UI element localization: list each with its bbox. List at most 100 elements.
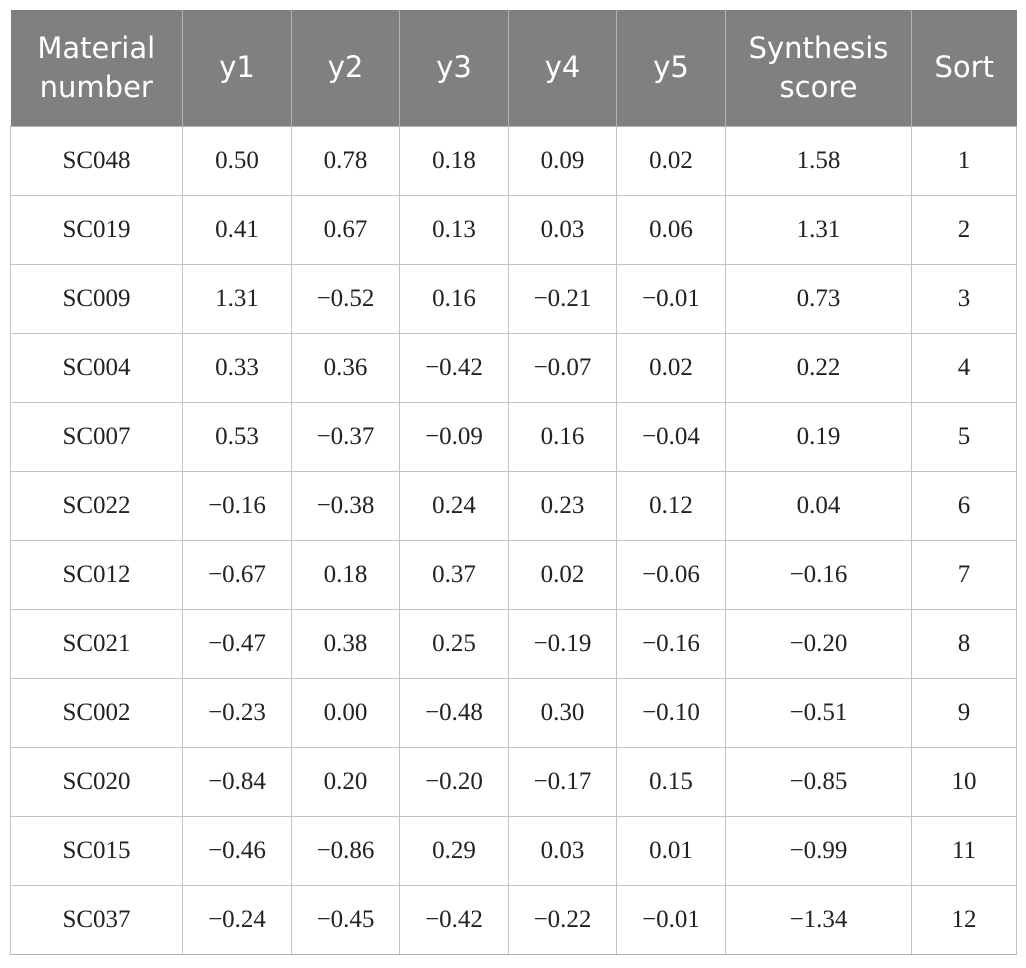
header-label-line: Synthesis bbox=[748, 30, 889, 65]
table-row: SC020 −0.84 0.20 −0.20 −0.17 0.15 −0.85 10 bbox=[10, 746, 1017, 817]
cell-y4: −0.22 bbox=[508, 884, 617, 955]
cell-synthesis-score: 0.04 bbox=[725, 470, 912, 541]
table-row: SC022 −0.16 −0.38 0.24 0.23 0.12 0.04 6 bbox=[10, 470, 1017, 541]
header-label-line: y4 bbox=[544, 50, 581, 85]
cell-y4: 0.09 bbox=[508, 125, 617, 196]
table-row: SC007 0.53 −0.37 −0.09 0.16 −0.04 0.19 5 bbox=[10, 401, 1017, 472]
cell-y4: −0.07 bbox=[508, 332, 617, 403]
table-row: SC015 −0.46 −0.86 0.29 0.03 0.01 −0.99 11 bbox=[10, 815, 1017, 886]
cell-y1: −0.47 bbox=[182, 608, 292, 679]
table-header-row: Material number y1 y2 y3 y4 y5 Synthesis score So… bbox=[10, 10, 1017, 127]
cell-y1: 0.53 bbox=[182, 401, 292, 472]
cell-y1: 1.31 bbox=[182, 263, 292, 334]
cell-sort: 8 bbox=[911, 608, 1017, 679]
cell-material-number: SC012 bbox=[10, 539, 183, 610]
cell-y2: 0.20 bbox=[291, 746, 400, 817]
cell-y4: −0.21 bbox=[508, 263, 617, 334]
cell-y3: 0.13 bbox=[399, 194, 509, 265]
cell-synthesis-score: 0.73 bbox=[725, 263, 912, 334]
cell-material-number: SC022 bbox=[10, 470, 183, 541]
cell-y1: −0.46 bbox=[182, 815, 292, 886]
cell-y3: 0.25 bbox=[399, 608, 509, 679]
cell-y2: −0.45 bbox=[291, 884, 400, 955]
header-label-line: y2 bbox=[327, 50, 364, 85]
cell-sort: 11 bbox=[911, 815, 1017, 886]
header-label-line: y5 bbox=[653, 50, 689, 85]
cell-y5: 0.01 bbox=[616, 815, 726, 886]
cell-y5: 0.02 bbox=[616, 332, 726, 403]
table-row: SC002 −0.23 0.00 −0.48 0.30 −0.10 −0.51 9 bbox=[10, 677, 1017, 748]
header-synthesis-score: Synthesis score bbox=[725, 10, 912, 127]
cell-sort: 4 bbox=[911, 332, 1017, 403]
cell-synthesis-score: 0.19 bbox=[725, 401, 912, 472]
cell-y3: 0.16 bbox=[399, 263, 509, 334]
cell-sort: 9 bbox=[911, 677, 1017, 748]
cell-y3: 0.37 bbox=[399, 539, 509, 610]
cell-y1: −0.67 bbox=[182, 539, 292, 610]
cell-y2: 0.00 bbox=[291, 677, 400, 748]
cell-sort: 1 bbox=[911, 125, 1017, 196]
cell-y2: 0.36 bbox=[291, 332, 400, 403]
cell-material-number: SC019 bbox=[10, 194, 183, 265]
cell-y1: −0.23 bbox=[182, 677, 292, 748]
cell-y2: 0.67 bbox=[291, 194, 400, 265]
cell-synthesis-score: −0.51 bbox=[725, 677, 912, 748]
header-y5: y5 bbox=[616, 10, 726, 127]
cell-y5: −0.01 bbox=[616, 263, 726, 334]
cell-y2: 0.18 bbox=[291, 539, 400, 610]
cell-synthesis-score: −0.85 bbox=[725, 746, 912, 817]
cell-y3: −0.20 bbox=[399, 746, 509, 817]
cell-sort: 7 bbox=[911, 539, 1017, 610]
cell-material-number: SC015 bbox=[10, 815, 183, 886]
cell-sort: 2 bbox=[911, 194, 1017, 265]
table-body: SC048 0.50 0.78 0.18 0.09 0.02 1.58 1 SC019 0.41 0… bbox=[10, 125, 1017, 955]
table-row: SC012 −0.67 0.18 0.37 0.02 −0.06 −0.16 7 bbox=[10, 539, 1017, 610]
cell-material-number: SC021 bbox=[10, 608, 183, 679]
cell-material-number: SC048 bbox=[10, 125, 183, 196]
cell-synthesis-score: −0.16 bbox=[725, 539, 912, 610]
cell-y4: 0.23 bbox=[508, 470, 617, 541]
header-label-line: number bbox=[39, 69, 153, 104]
cell-y2: −0.86 bbox=[291, 815, 400, 886]
cell-y3: 0.24 bbox=[399, 470, 509, 541]
material-score-table: Material number y1 y2 y3 y4 y5 Synthesis score So… bbox=[10, 10, 1017, 955]
cell-y2: 0.38 bbox=[291, 608, 400, 679]
cell-y1: −0.84 bbox=[182, 746, 292, 817]
header-material-number: Material number bbox=[10, 10, 183, 127]
cell-y3: −0.42 bbox=[399, 884, 509, 955]
cell-y5: 0.15 bbox=[616, 746, 726, 817]
cell-y4: 0.02 bbox=[508, 539, 617, 610]
cell-synthesis-score: −0.99 bbox=[725, 815, 912, 886]
header-label-line: y3 bbox=[436, 50, 472, 85]
cell-y4: 0.30 bbox=[508, 677, 617, 748]
cell-y3: −0.48 bbox=[399, 677, 509, 748]
cell-y5: 0.12 bbox=[616, 470, 726, 541]
table-row: SC048 0.50 0.78 0.18 0.09 0.02 1.58 1 bbox=[10, 125, 1017, 196]
cell-sort: 12 bbox=[911, 884, 1017, 955]
header-y3: y3 bbox=[399, 10, 509, 127]
cell-material-number: SC007 bbox=[10, 401, 183, 472]
cell-y4: −0.19 bbox=[508, 608, 617, 679]
cell-synthesis-score: −1.34 bbox=[725, 884, 912, 955]
cell-synthesis-score: 1.58 bbox=[725, 125, 912, 196]
cell-y1: −0.24 bbox=[182, 884, 292, 955]
table-row: SC019 0.41 0.67 0.13 0.03 0.06 1.31 2 bbox=[10, 194, 1017, 265]
cell-sort: 3 bbox=[911, 263, 1017, 334]
cell-y2: 0.78 bbox=[291, 125, 400, 196]
cell-sort: 5 bbox=[911, 401, 1017, 472]
header-y2: y2 bbox=[291, 10, 400, 127]
cell-material-number: SC020 bbox=[10, 746, 183, 817]
header-label-line: Material bbox=[37, 30, 156, 65]
cell-y2: −0.37 bbox=[291, 401, 400, 472]
cell-y2: −0.38 bbox=[291, 470, 400, 541]
header-label-line: score bbox=[779, 69, 858, 104]
cell-synthesis-score: −0.20 bbox=[725, 608, 912, 679]
cell-material-number: SC009 bbox=[10, 263, 183, 334]
cell-y1: −0.16 bbox=[182, 470, 292, 541]
cell-material-number: SC037 bbox=[10, 884, 183, 955]
cell-y1: 0.41 bbox=[182, 194, 292, 265]
cell-y3: −0.42 bbox=[399, 332, 509, 403]
header-label-line: Sort bbox=[934, 50, 994, 85]
cell-y4: 0.03 bbox=[508, 194, 617, 265]
cell-y5: −0.04 bbox=[616, 401, 726, 472]
